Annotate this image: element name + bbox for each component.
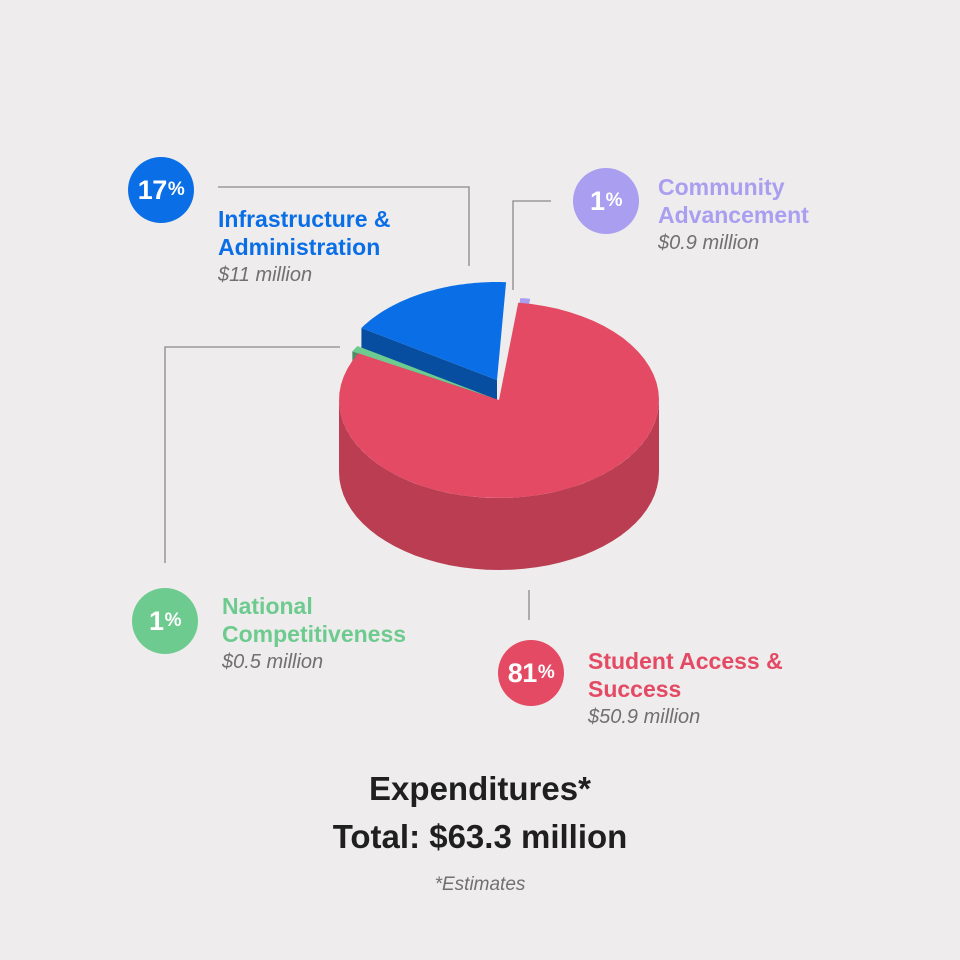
slice-badge-national: 1% — [132, 588, 198, 654]
slice-label-student: Student Access & Success — [588, 647, 783, 703]
slice-percent-infrastructure: 17 — [137, 174, 168, 205]
slice-label-community: Community Advancement — [658, 173, 809, 229]
slice-amount-national: $0.5 million — [222, 651, 324, 673]
pie-top-national — [352, 346, 493, 398]
pie-slice-infrastructure — [361, 282, 507, 404]
slice-amount-community: $0.9 million — [658, 232, 760, 254]
pie-side-student — [339, 400, 659, 570]
percent-sign: % — [605, 190, 623, 211]
pie-top-infrastructure — [361, 282, 507, 380]
percent-sign: % — [167, 179, 185, 200]
slice-label-infrastructure: Infrastructure & Administration — [218, 205, 391, 261]
slice-badge-community: 1% — [573, 168, 639, 234]
slice-amount-infrastructure: $11 million — [218, 264, 313, 286]
chart-title: Expenditures* — [369, 770, 591, 807]
percent-sign: % — [164, 610, 182, 631]
slice-percent-student: 81 — [507, 657, 538, 688]
slice-label-line: Success — [588, 676, 682, 702]
leader-line-infrastructure — [218, 186, 470, 266]
slice-badge-infrastructure: 17% — [128, 157, 194, 223]
chart-footnote: *Estimates — [434, 874, 526, 895]
slice-label-line: Student Access & — [588, 648, 783, 674]
leader-line-national — [164, 346, 340, 563]
slice-label-line: National — [222, 593, 313, 619]
slice-percent-community: 1 — [590, 185, 605, 216]
leader-lines — [164, 186, 551, 620]
slice-label-line: Infrastructure & — [218, 206, 391, 232]
leader-line-community — [512, 200, 551, 290]
pie-top-student — [339, 302, 659, 498]
pie-cut-infrastructure — [361, 327, 497, 404]
pie-slices — [339, 282, 659, 570]
slice-percent-national: 1 — [149, 605, 164, 636]
slice-label-line: Advancement — [658, 202, 809, 228]
slice-label-line: Administration — [218, 234, 381, 260]
percent-sign: % — [537, 662, 555, 683]
slice-label-line: Competitiveness — [222, 621, 407, 647]
slice-label-line: Community — [658, 174, 785, 200]
slice-amount-student: $50.9 million — [588, 706, 701, 728]
pie-slice-student — [339, 302, 659, 570]
chart-total: Total: $63.3 million — [332, 818, 628, 855]
slice-label-national: National Competitiveness — [222, 592, 406, 648]
slice-badge-student: 81% — [498, 640, 564, 706]
